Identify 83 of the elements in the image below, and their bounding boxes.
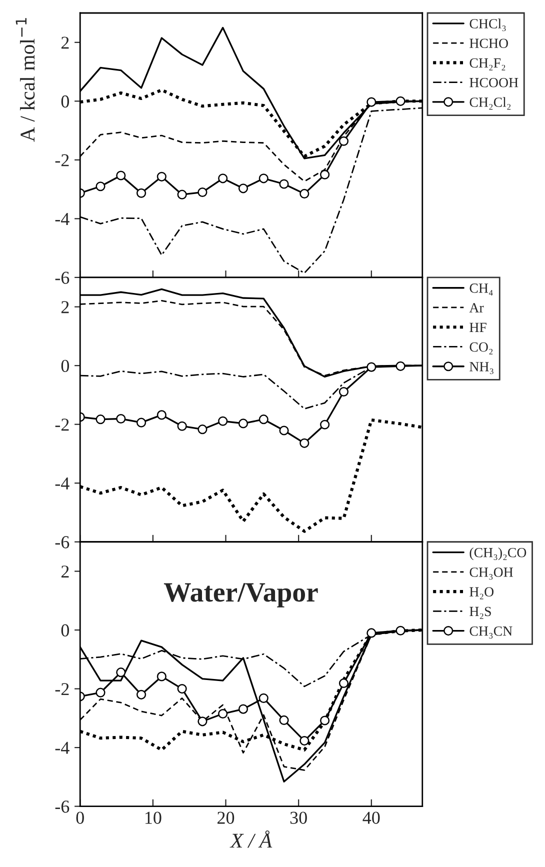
point <box>258 693 268 703</box>
point <box>136 188 146 198</box>
point <box>218 416 228 426</box>
point <box>96 688 106 698</box>
legend-label: CH₄ <box>470 284 493 296</box>
point <box>136 690 146 700</box>
point <box>156 172 166 182</box>
y-tick-label: -2 <box>55 154 69 166</box>
point <box>366 97 376 107</box>
x-tick-label: 30 <box>290 812 307 824</box>
point <box>258 174 268 184</box>
point <box>366 362 376 372</box>
point <box>279 179 289 189</box>
point <box>96 182 106 192</box>
y-tick-label: -2 <box>55 683 69 696</box>
y-tick-label: -2 <box>55 418 69 431</box>
legend-label: CH₃OH <box>470 568 513 580</box>
annotation: Water/Vapor <box>164 583 318 608</box>
point <box>218 708 228 719</box>
point <box>396 626 406 636</box>
legend-label: HCOOH <box>470 78 518 88</box>
legend-label: CH₃CN <box>470 626 512 639</box>
point <box>116 170 126 180</box>
point <box>258 414 268 424</box>
point <box>218 174 228 184</box>
y-tick-label: -4 <box>55 477 70 490</box>
legend-label: (CH₃)₂CO <box>470 548 526 560</box>
point <box>366 628 376 638</box>
y-axis-title: A / kcal mol$^{−1}$ <box>16 18 35 142</box>
point <box>238 418 248 428</box>
y-tick-label: 2 <box>61 36 69 49</box>
point <box>279 715 289 726</box>
point <box>396 96 406 106</box>
y-tick-label: 2 <box>61 566 69 578</box>
y-tick-label: -6 <box>55 800 70 813</box>
y-tick-label: 2 <box>61 301 69 314</box>
legend-label: CH₂F₂ <box>470 58 506 70</box>
legend-label: CHCl₃ <box>470 18 506 32</box>
point <box>300 188 310 198</box>
point <box>320 420 330 430</box>
y-tick-label: -6 <box>55 536 70 548</box>
point <box>177 421 187 431</box>
legend-label: NH₃ <box>470 362 494 374</box>
point <box>338 678 349 688</box>
point <box>116 668 126 678</box>
legend-label: HCHO <box>470 38 508 48</box>
x-tick-label: 20 <box>218 812 234 824</box>
point <box>338 386 349 397</box>
y-tick-label: -4 <box>55 213 70 225</box>
point <box>198 424 208 434</box>
legend-label: CH₂Cl₂ <box>470 97 511 110</box>
point <box>96 414 106 424</box>
y-tick-label: 0 <box>61 360 70 372</box>
y-tick-label: 0 <box>61 624 70 636</box>
legend-label: H₂O <box>470 587 494 600</box>
point <box>238 184 248 194</box>
point <box>116 414 126 424</box>
point <box>136 418 146 428</box>
legend-label: CO₂ <box>470 342 493 354</box>
point <box>198 187 208 198</box>
point <box>177 684 187 694</box>
x-tick-label: 10 <box>145 812 162 824</box>
point <box>320 716 330 726</box>
legend-label: H₂S <box>470 606 491 619</box>
y-tick-label: 0 <box>61 95 70 108</box>
x-tick-label: 40 <box>362 812 380 824</box>
point <box>279 426 289 436</box>
point <box>156 410 166 420</box>
y-tick-label: -6 <box>55 272 70 284</box>
x-axis-title: X / Å <box>230 830 272 848</box>
point <box>300 438 310 448</box>
legend-label: HF <box>470 322 486 332</box>
legend-label: Ar <box>469 303 484 312</box>
point <box>238 704 248 714</box>
point <box>320 170 330 180</box>
x-tick-label: 0 <box>76 812 84 824</box>
y-tick-label: -4 <box>55 742 70 754</box>
point <box>300 736 310 746</box>
point <box>177 190 187 200</box>
point <box>338 136 349 146</box>
point <box>396 361 406 371</box>
point <box>198 716 208 726</box>
point <box>156 672 166 682</box>
